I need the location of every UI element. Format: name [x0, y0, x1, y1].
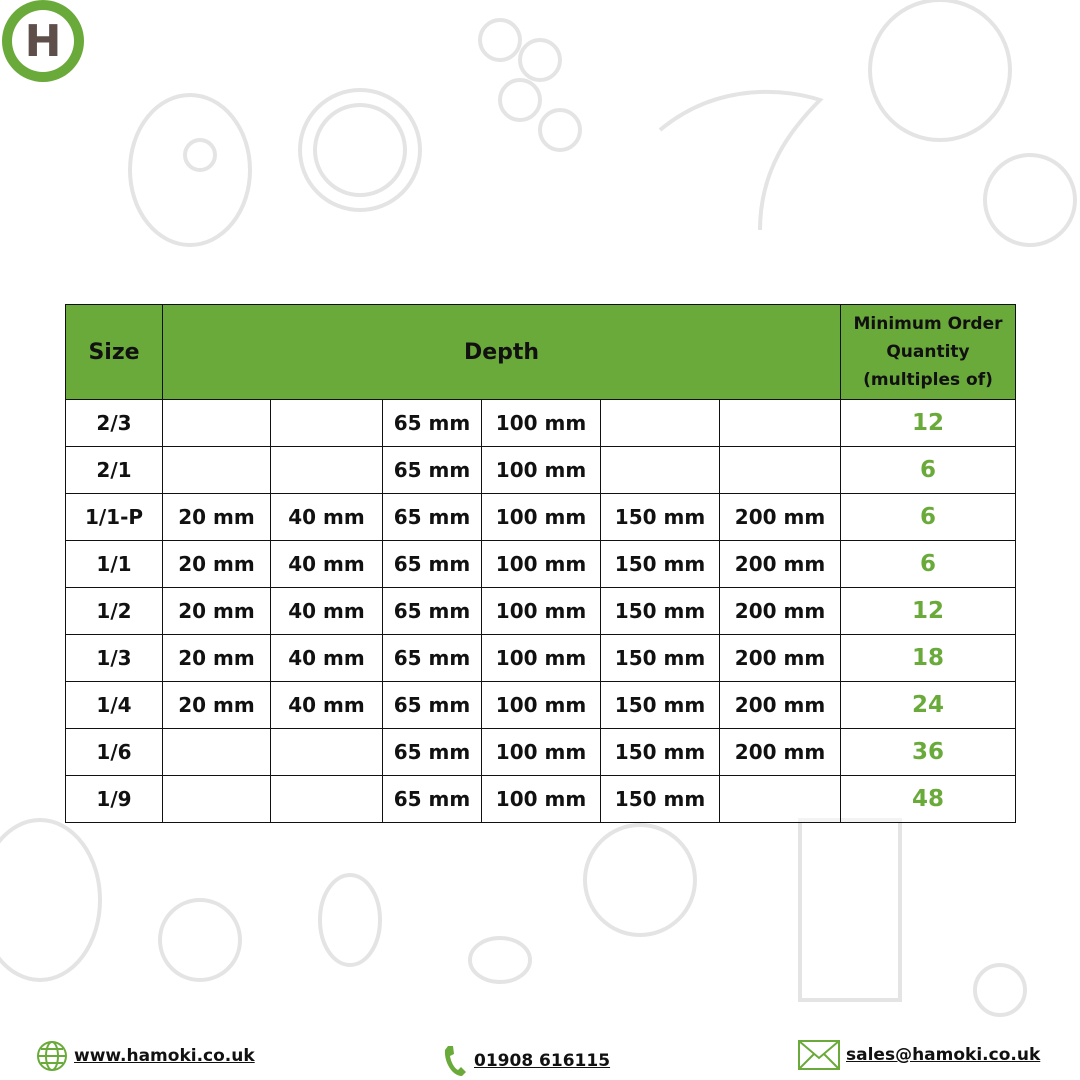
- depth-cell: 65 mm: [382, 540, 482, 588]
- depth-cell: 150 mm: [600, 587, 720, 635]
- depth-cell: 65 mm: [382, 399, 482, 447]
- depth-cell: 40 mm: [270, 540, 383, 588]
- globe-icon: [37, 1041, 67, 1071]
- depth-cell: 100 mm: [481, 634, 601, 682]
- depth-cell: 200 mm: [719, 493, 841, 541]
- depth-cell: 100 mm: [481, 681, 601, 729]
- depth-cell: [719, 399, 841, 447]
- size-cell: 1/6: [65, 728, 163, 776]
- depth-cell: 65 mm: [382, 728, 482, 776]
- depth-cell: 100 mm: [481, 775, 601, 823]
- depth-cell: [270, 775, 383, 823]
- depth-cell: 100 mm: [481, 728, 601, 776]
- website-link[interactable]: www.hamoki.co.uk: [36, 1040, 255, 1072]
- moq-cell: 6: [840, 493, 1016, 541]
- table-row: 1/2 20 mm 40 mm 65 mm 100 mm 150 mm 200 mm 12: [65, 587, 1016, 635]
- depth-cell: 65 mm: [382, 634, 482, 682]
- depth-cell: 100 mm: [481, 446, 601, 494]
- moq-cell: 6: [840, 446, 1016, 494]
- moq-cell: 48: [840, 775, 1016, 823]
- depth-cell: 200 mm: [719, 587, 841, 635]
- table-header-row: Size Depth Minimum Order Quantity (multi…: [65, 304, 1016, 400]
- depth-cell: 20 mm: [162, 587, 271, 635]
- moq-cell: 18: [840, 634, 1016, 682]
- depth-cell: 200 mm: [719, 540, 841, 588]
- depth-cell: 20 mm: [162, 493, 271, 541]
- email-link[interactable]: sales@hamoki.co.uk: [798, 1040, 1040, 1070]
- depth-header: Depth: [162, 304, 841, 400]
- table-row: 1/1 20 mm 40 mm 65 mm 100 mm 150 mm 200 mm 6: [65, 540, 1016, 588]
- envelope-icon: [798, 1040, 840, 1070]
- depth-cell: 200 mm: [719, 681, 841, 729]
- depth-cell: [270, 728, 383, 776]
- depth-cell: 65 mm: [382, 587, 482, 635]
- table-row: 1/3 20 mm 40 mm 65 mm 100 mm 150 mm 200 mm 18: [65, 634, 1016, 682]
- depth-cell: 200 mm: [719, 728, 841, 776]
- depth-cell: 65 mm: [382, 493, 482, 541]
- table-row: 2/3 65 mm 100 mm 12: [65, 399, 1016, 447]
- depth-cell: 150 mm: [600, 493, 720, 541]
- depth-cell: 150 mm: [600, 634, 720, 682]
- depth-cell: 150 mm: [600, 728, 720, 776]
- depth-cell: 65 mm: [382, 775, 482, 823]
- size-cell: 1/4: [65, 681, 163, 729]
- size-cell: 1/2: [65, 587, 163, 635]
- email-text: sales@hamoki.co.uk: [846, 1045, 1041, 1065]
- depth-cell: 40 mm: [270, 587, 383, 635]
- moq-cell: 12: [840, 587, 1016, 635]
- depth-cell: [162, 399, 271, 447]
- size-cell: 2/1: [65, 446, 163, 494]
- size-cell: 1/1: [65, 540, 163, 588]
- size-cell: 1/3: [65, 634, 163, 682]
- depth-cell: 200 mm: [719, 634, 841, 682]
- website-text: www.hamoki.co.uk: [74, 1046, 255, 1066]
- depth-cell: [162, 446, 271, 494]
- depth-cell: 65 mm: [382, 681, 482, 729]
- depth-cell: 100 mm: [481, 399, 601, 447]
- depth-cell: 65 mm: [382, 446, 482, 494]
- depth-cell: 20 mm: [162, 540, 271, 588]
- moq-cell: 24: [840, 681, 1016, 729]
- depth-cell: 20 mm: [162, 634, 271, 682]
- size-cell: 2/3: [65, 399, 163, 447]
- gastronorm-size-table: Size Depth Minimum Order Quantity (multi…: [65, 304, 1016, 823]
- table-row: 1/6 65 mm 100 mm 150 mm 200 mm 36: [65, 728, 1016, 776]
- depth-cell: 150 mm: [600, 540, 720, 588]
- logo-letter: H: [12, 10, 74, 72]
- size-cell: 1/1-P: [65, 493, 163, 541]
- depth-cell: 100 mm: [481, 587, 601, 635]
- depth-cell: 100 mm: [481, 540, 601, 588]
- depth-cell: [270, 399, 383, 447]
- depth-cell: [719, 446, 841, 494]
- moq-cell: 6: [840, 540, 1016, 588]
- table-row: 1/4 20 mm 40 mm 65 mm 100 mm 150 mm 200 mm 24: [65, 681, 1016, 729]
- table-row: 1/9 65 mm 100 mm 150 mm 48: [65, 775, 1016, 823]
- depth-cell: 40 mm: [270, 634, 383, 682]
- depth-cell: [719, 775, 841, 823]
- phone-link[interactable]: 01908 616115: [442, 1044, 610, 1078]
- size-cell: 1/9: [65, 775, 163, 823]
- depth-cell: 150 mm: [600, 681, 720, 729]
- depth-cell: [162, 775, 271, 823]
- moq-cell: 12: [840, 399, 1016, 447]
- depth-cell: 100 mm: [481, 493, 601, 541]
- moq-cell: 36: [840, 728, 1016, 776]
- phone-text: 01908 616115: [474, 1051, 611, 1071]
- moq-header: Minimum Order Quantity (multiples of): [840, 304, 1016, 400]
- depth-cell: 40 mm: [270, 681, 383, 729]
- size-header: Size: [65, 304, 163, 400]
- depth-cell: 150 mm: [600, 775, 720, 823]
- depth-cell: [270, 446, 383, 494]
- depth-cell: [600, 399, 720, 447]
- depth-cell: 20 mm: [162, 681, 271, 729]
- table-row: 2/1 65 mm 100 mm 6: [65, 446, 1016, 494]
- hamoki-logo: H: [2, 0, 84, 82]
- depth-cell: 40 mm: [270, 493, 383, 541]
- depth-cell: [162, 728, 271, 776]
- phone-icon: [444, 1046, 466, 1076]
- table-row: 1/1-P 20 mm 40 mm 65 mm 100 mm 150 mm 200 mm 6: [65, 493, 1016, 541]
- depth-cell: [600, 446, 720, 494]
